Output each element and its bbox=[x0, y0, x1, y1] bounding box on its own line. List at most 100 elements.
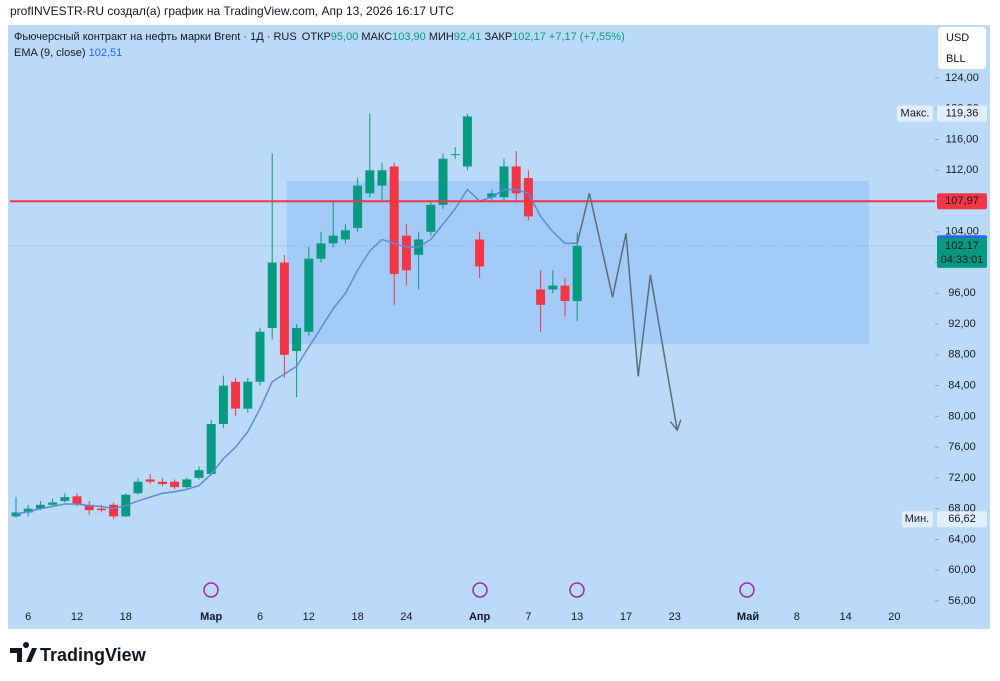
logo-mark bbox=[10, 642, 37, 662]
candle-body bbox=[84, 504, 94, 511]
y-tick-label: 116,00 bbox=[946, 133, 979, 145]
min-box bbox=[902, 511, 933, 528]
price-tag-label: 119,36 bbox=[946, 108, 979, 120]
x-tick-label: 14 bbox=[839, 611, 851, 623]
candle-body bbox=[401, 235, 411, 271]
candle-body bbox=[194, 470, 204, 478]
candle-body bbox=[243, 381, 253, 409]
low-label: МИН bbox=[429, 31, 454, 43]
close-label: ЗАКР bbox=[484, 31, 512, 43]
countdown: 04:33:01 bbox=[941, 254, 984, 266]
candle-body bbox=[353, 185, 363, 228]
price-tag bbox=[937, 511, 987, 528]
candle-body bbox=[304, 258, 314, 332]
y-tick-label: 64,00 bbox=[948, 533, 976, 545]
credit: profINVESTR-RU создал(а) график на Tradi… bbox=[10, 4, 454, 18]
candle-body bbox=[255, 331, 265, 382]
x-tick-label: 17 bbox=[620, 611, 632, 623]
x-tick-label: 12 bbox=[71, 611, 83, 623]
y-tick-label: 80,00 bbox=[948, 410, 976, 422]
candle-body bbox=[548, 285, 558, 290]
candle-body bbox=[499, 166, 509, 198]
candle-body bbox=[96, 508, 106, 511]
x-tick-label: 24 bbox=[400, 611, 412, 623]
unit-button[interactable]: BLL bbox=[946, 53, 966, 65]
y-tick-label: 96,00 bbox=[948, 287, 976, 299]
candle-body bbox=[511, 166, 521, 194]
x-tick-label: 20 bbox=[888, 611, 900, 623]
price-tag-label: 107,97 bbox=[945, 195, 979, 207]
candle-body bbox=[462, 116, 472, 167]
candle-body bbox=[170, 481, 180, 488]
candle-body bbox=[292, 327, 302, 351]
last-price-tag bbox=[937, 237, 987, 268]
y-tick-label: 84,00 bbox=[948, 380, 976, 392]
candle-body bbox=[572, 245, 582, 302]
x-tick-label: 6 bbox=[257, 611, 263, 623]
candle-body bbox=[72, 496, 82, 505]
candle-body bbox=[182, 479, 192, 488]
logo-text: TradingView bbox=[40, 645, 147, 665]
candle-body bbox=[60, 497, 70, 501]
y-tick-label: 112,00 bbox=[946, 164, 979, 176]
y-tick-label: 56,00 bbox=[948, 595, 976, 607]
candle-body bbox=[340, 230, 350, 240]
candle-body bbox=[267, 262, 277, 328]
open-value: 95,00 bbox=[331, 31, 359, 43]
candle-body bbox=[279, 262, 289, 355]
unit-box[interactable] bbox=[938, 27, 986, 69]
candle-body bbox=[206, 424, 216, 475]
candle-body bbox=[377, 170, 387, 186]
candle-body bbox=[145, 479, 155, 482]
candle-body bbox=[328, 235, 338, 244]
candle-body bbox=[365, 170, 375, 194]
max-box bbox=[897, 105, 933, 122]
candle-body bbox=[426, 204, 436, 232]
candle-body bbox=[218, 385, 228, 425]
candle-body bbox=[231, 381, 241, 409]
x-tick-label: 8 bbox=[794, 611, 800, 623]
candle-body bbox=[11, 512, 21, 517]
x-tick-label: 12 bbox=[303, 611, 315, 623]
candle-body bbox=[157, 481, 167, 485]
low-value: 92,41 bbox=[454, 31, 482, 43]
event-icon[interactable] bbox=[569, 582, 585, 598]
y-tick-label: 88,00 bbox=[948, 349, 976, 361]
candle-body bbox=[536, 289, 546, 305]
ema-legend: EMA (9, close) 102,51 bbox=[14, 47, 122, 59]
x-tick-label: Мар bbox=[200, 611, 222, 623]
candle-body bbox=[133, 481, 143, 494]
close-value: 102,17 bbox=[512, 31, 546, 43]
candle-body bbox=[487, 193, 497, 198]
x-tick-label: 23 bbox=[669, 611, 681, 623]
y-tick-label: 124,00 bbox=[945, 72, 979, 84]
high-value: 103,90 bbox=[392, 31, 426, 43]
candle-body bbox=[48, 502, 58, 505]
candle-body bbox=[316, 243, 326, 259]
high-label: МАКС bbox=[361, 31, 392, 43]
event-icon[interactable] bbox=[472, 582, 488, 598]
forecast-path bbox=[576, 193, 678, 431]
max-text: Макс. bbox=[901, 108, 930, 120]
x-tick-label: Апр bbox=[469, 611, 491, 623]
event-icon[interactable] bbox=[739, 582, 755, 598]
y-tick-label: 76,00 bbox=[948, 441, 976, 453]
y-tick-label: 72,00 bbox=[948, 472, 976, 484]
candle-body bbox=[438, 158, 448, 205]
last-price-label: 102,17 bbox=[945, 240, 979, 252]
candle-body bbox=[35, 504, 45, 509]
x-tick-label: 18 bbox=[351, 611, 363, 623]
currency-button[interactable]: USD bbox=[946, 32, 969, 44]
event-icon[interactable] bbox=[203, 582, 219, 598]
price-tag bbox=[937, 105, 987, 122]
candle-body bbox=[23, 508, 33, 513]
x-tick-label: 6 bbox=[25, 611, 31, 623]
legend-line: Фьючерсный контракт на нефть марки Brent… bbox=[14, 31, 625, 43]
change: +7,17 (+7,55%) bbox=[549, 31, 625, 43]
candle-body bbox=[109, 504, 119, 517]
arrow-head bbox=[669, 419, 682, 432]
candle-body bbox=[560, 285, 570, 302]
candle-body bbox=[450, 154, 460, 156]
